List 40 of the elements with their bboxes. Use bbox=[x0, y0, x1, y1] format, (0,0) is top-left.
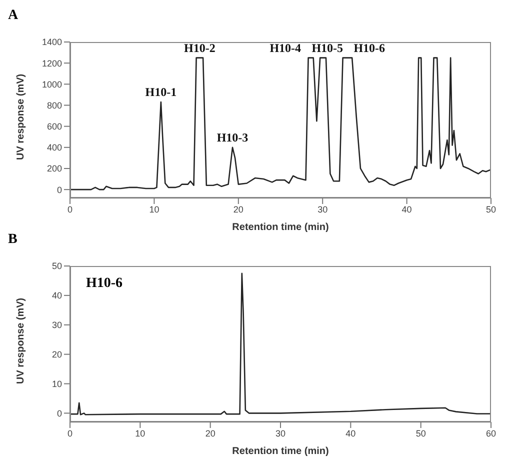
x-tick-label: 40 bbox=[402, 204, 412, 214]
x-tick-label: 20 bbox=[233, 204, 244, 214]
text: A bbox=[8, 8, 20, 25]
annotation: H10-6 bbox=[86, 276, 123, 292]
x-tick-label: 0 bbox=[67, 428, 73, 438]
x-tick-label: 20 bbox=[205, 428, 216, 438]
x-tick-label: 40 bbox=[346, 428, 356, 438]
annotation: H10-6 bbox=[354, 40, 386, 55]
y-tick-label: 600 bbox=[46, 122, 62, 132]
annotation: H10-5 bbox=[312, 40, 344, 55]
annotation: H10-4 bbox=[270, 40, 302, 55]
annotation: H10-3 bbox=[216, 130, 248, 144]
x-tick-label: 10 bbox=[135, 428, 146, 438]
y-tick-label: 0 bbox=[56, 184, 62, 195]
x-tick-label: 50 bbox=[486, 204, 496, 214]
y-tick-label: 20 bbox=[52, 349, 62, 360]
x-tick-label: 50 bbox=[416, 428, 426, 438]
x-axis-title: Retention time (min) bbox=[232, 222, 329, 233]
text: B bbox=[8, 232, 18, 249]
y-tick-label: 1200 bbox=[42, 58, 62, 68]
x-tick-label: 30 bbox=[318, 204, 328, 214]
x-tick-label: 30 bbox=[275, 428, 286, 438]
y-tick-label: 30 bbox=[52, 320, 62, 330]
x-axis-title: Retention time (min) bbox=[232, 446, 329, 457]
x-tick-label: 10 bbox=[149, 204, 160, 214]
annotation: H10-2 bbox=[184, 40, 216, 55]
y-tick-label: 200 bbox=[46, 164, 62, 174]
y-tick-label: 10 bbox=[52, 378, 62, 389]
y-tick-label: 1400 bbox=[42, 37, 62, 48]
x-tick-label: 60 bbox=[486, 428, 496, 438]
y-tick-label: 1000 bbox=[42, 79, 62, 90]
x-tick-label: 0 bbox=[67, 204, 73, 214]
y-axis-title: UV response (mV) bbox=[16, 74, 27, 160]
y-tick-label: 400 bbox=[46, 142, 62, 153]
y-axis-title: UV response (mV) bbox=[16, 298, 27, 384]
y-tick-label: 0 bbox=[56, 408, 62, 418]
y-tick-label: 800 bbox=[46, 100, 62, 110]
y-tick-label: 40 bbox=[52, 290, 62, 301]
annotation: H10-1 bbox=[145, 85, 177, 100]
y-tick-label: 50 bbox=[52, 261, 62, 272]
